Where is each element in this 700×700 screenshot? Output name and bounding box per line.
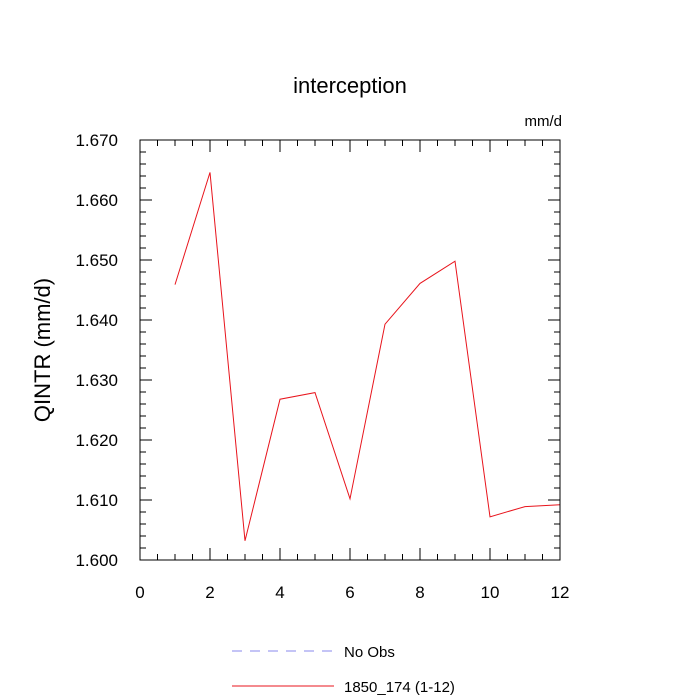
- x-tick-label: 4: [275, 583, 284, 602]
- legend-label: 1850_174 (1-12): [344, 679, 455, 696]
- y-tick-label: 1.660: [75, 191, 118, 210]
- y-tick-label: 1.610: [75, 491, 118, 510]
- units-label: mm/d: [525, 113, 563, 130]
- x-tick-label: 6: [345, 583, 354, 602]
- legend: No Obs 1850_174 (1-12): [232, 644, 455, 696]
- axis-ticks: 0 2 4 6 8 10 12 1.600 1.610 1.620 1.630 1.640 1.650 1…: [75, 131, 569, 602]
- plot-frame: [139, 139, 561, 561]
- series-line: [174, 172, 561, 541]
- chart-title: interception: [293, 73, 407, 98]
- y-tick-label: 1.620: [75, 431, 118, 450]
- x-tick-label: 10: [481, 583, 500, 602]
- y-tick-label: 1.640: [75, 311, 118, 330]
- y-axis-label: QINTR (mm/d): [30, 278, 55, 422]
- x-tick-label: 2: [205, 583, 214, 602]
- x-tick-label: 12: [551, 583, 570, 602]
- y-tick-label: 1.600: [75, 551, 118, 570]
- legend-label: No Obs: [344, 644, 395, 661]
- y-tick-label: 1.630: [75, 371, 118, 390]
- y-tick-label: 1.670: [75, 131, 118, 150]
- series-layer: [174, 172, 561, 541]
- x-tick-label: 8: [415, 583, 424, 602]
- x-tick-label: 0: [135, 583, 144, 602]
- y-tick-label: 1.650: [75, 251, 118, 270]
